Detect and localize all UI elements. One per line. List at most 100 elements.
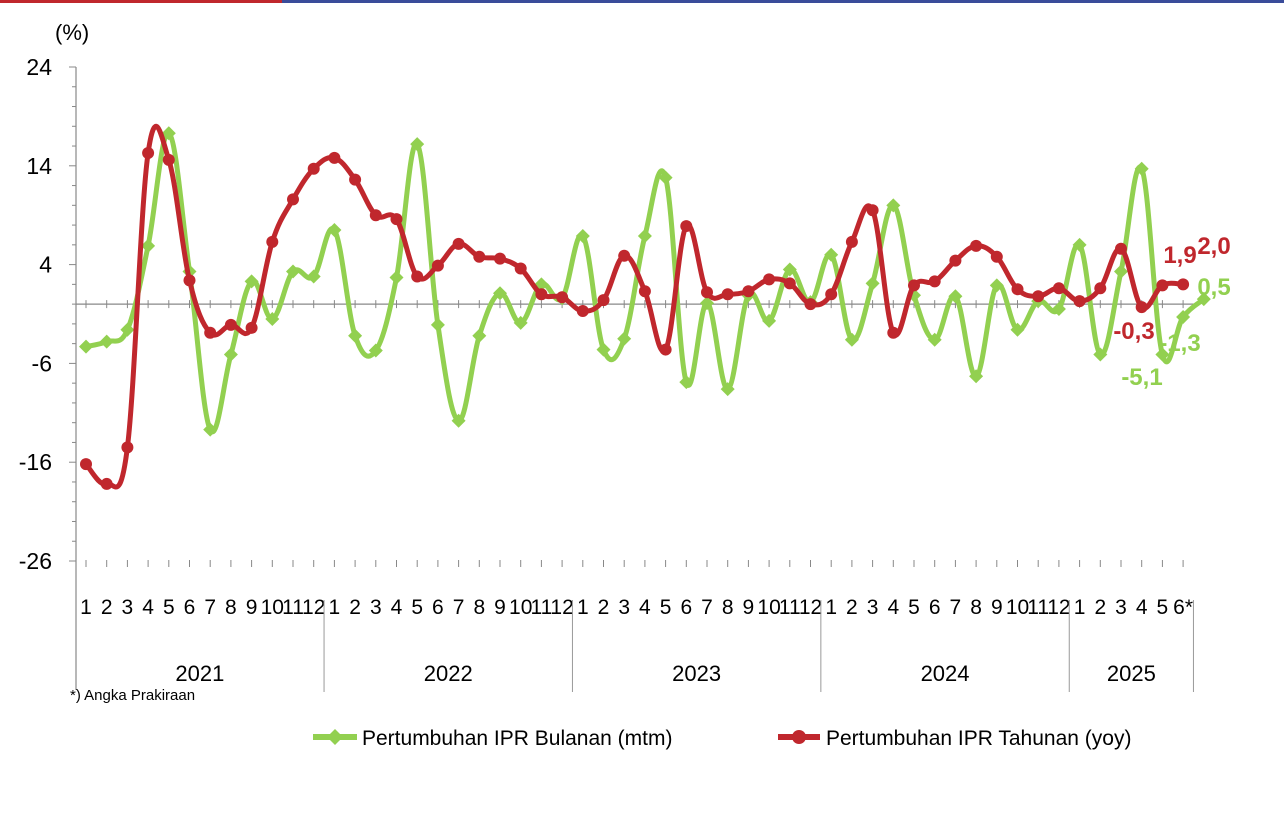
data-point <box>287 193 299 206</box>
x-month-label: 11 <box>1027 596 1049 619</box>
data-point <box>865 276 880 291</box>
x-month-label: 7 <box>950 596 962 619</box>
data-point <box>473 250 486 263</box>
x-year-label: 2021 <box>175 661 224 686</box>
value-annotation: 2,0 <box>1197 233 1230 260</box>
data-point <box>701 286 713 299</box>
data-point <box>597 294 610 307</box>
data-point <box>1135 301 1148 314</box>
x-year-label: 2023 <box>672 661 721 686</box>
x-month-label: 6 <box>184 596 196 619</box>
legend-label: Pertumbuhan IPR Tahunan (yoy) <box>826 727 1131 750</box>
x-month-label: 1 <box>80 596 92 619</box>
y-tick-label: -6 <box>32 350 52 376</box>
data-point <box>782 262 797 277</box>
data-point <box>887 326 900 339</box>
x-month-label: 3 <box>122 596 134 619</box>
data-point <box>762 313 777 328</box>
value-annotation: -5,1 <box>1121 364 1162 391</box>
x-month-label: 9 <box>246 596 258 619</box>
x-month-label: 9 <box>991 596 1003 619</box>
data-point <box>1073 295 1086 308</box>
x-month-label: 6 <box>929 596 941 619</box>
x-month-label: 12 <box>1047 596 1070 619</box>
data-point <box>348 328 363 343</box>
y-axis-unit-label: (%) <box>55 20 89 45</box>
data-point <box>700 296 714 311</box>
x-month-label: 4 <box>391 596 403 619</box>
data-point <box>658 170 673 185</box>
data-point <box>844 332 859 347</box>
data-point <box>1032 290 1045 303</box>
data-point <box>161 126 176 141</box>
data-point <box>824 247 839 262</box>
x-month-label: 5 <box>411 596 423 619</box>
data-point <box>368 343 383 358</box>
x-month-label: 5 <box>1157 596 1169 619</box>
series-yoy <box>80 123 1190 490</box>
data-point <box>720 382 735 397</box>
x-month-label: 11 <box>779 596 801 619</box>
data-point <box>204 326 217 339</box>
data-point <box>804 298 817 311</box>
data-point <box>451 413 466 428</box>
x-month-label: 3 <box>867 596 879 619</box>
x-month-label: 11 <box>282 596 304 619</box>
x-month-label: 12 <box>302 596 325 619</box>
x-month-label: 6 <box>432 596 444 619</box>
x-month-label: 2 <box>598 596 610 619</box>
x-month-label: 1 <box>329 596 341 619</box>
data-point <box>369 209 382 222</box>
data-point <box>410 137 425 152</box>
x-month-label: 8 <box>722 596 734 619</box>
x-month-label: 7 <box>204 596 216 619</box>
x-month-label: 3 <box>370 596 382 619</box>
y-tick-labels: 24 14 4 -6 -16 -26 <box>19 54 52 574</box>
data-point <box>1114 264 1128 279</box>
data-point <box>390 213 403 226</box>
data-point <box>617 331 632 346</box>
x-month-label: 12 <box>550 596 573 619</box>
x-month-label: 9 <box>494 596 506 619</box>
data-point <box>245 321 258 334</box>
data-point <box>79 339 93 354</box>
data-point <box>783 277 796 290</box>
legend-swatch-marker <box>792 730 806 744</box>
legend-swatch-marker <box>327 729 343 745</box>
x-month-label: 8 <box>473 596 485 619</box>
data-point <box>576 305 589 318</box>
x-month-label: 4 <box>639 596 651 619</box>
x-year-label: 2022 <box>424 661 473 686</box>
data-point <box>100 477 113 490</box>
x-month-label: 12 <box>799 596 822 619</box>
y-tick-label: 4 <box>39 252 52 278</box>
x-month-label: 1 <box>1074 596 1086 619</box>
series-mtm <box>79 126 1211 437</box>
y-tick-label: -16 <box>19 449 52 475</box>
x-month-label: 6 <box>680 596 692 619</box>
data-point <box>969 369 984 384</box>
data-point <box>1177 278 1190 291</box>
data-point <box>679 375 694 390</box>
data-point <box>452 237 465 250</box>
data-point <box>431 259 444 272</box>
data-point <box>514 262 527 275</box>
data-point <box>472 328 487 343</box>
x-month-label: 3 <box>618 596 630 619</box>
data-point <box>411 270 424 283</box>
data-point <box>927 332 942 347</box>
data-point <box>637 228 652 243</box>
x-month-label: 2 <box>101 596 113 619</box>
x-month-label: 5 <box>660 596 672 619</box>
x-month-label: 5 <box>163 596 175 619</box>
data-point <box>845 235 858 248</box>
data-point <box>949 254 962 267</box>
data-point <box>183 274 196 287</box>
x-year-labels: 2021 2022 2023 2024 2025 <box>175 600 1194 692</box>
data-point <box>286 264 300 279</box>
data-point <box>328 151 341 164</box>
x-month-label: 2 <box>349 596 361 619</box>
y-tick-label: 24 <box>26 54 52 80</box>
